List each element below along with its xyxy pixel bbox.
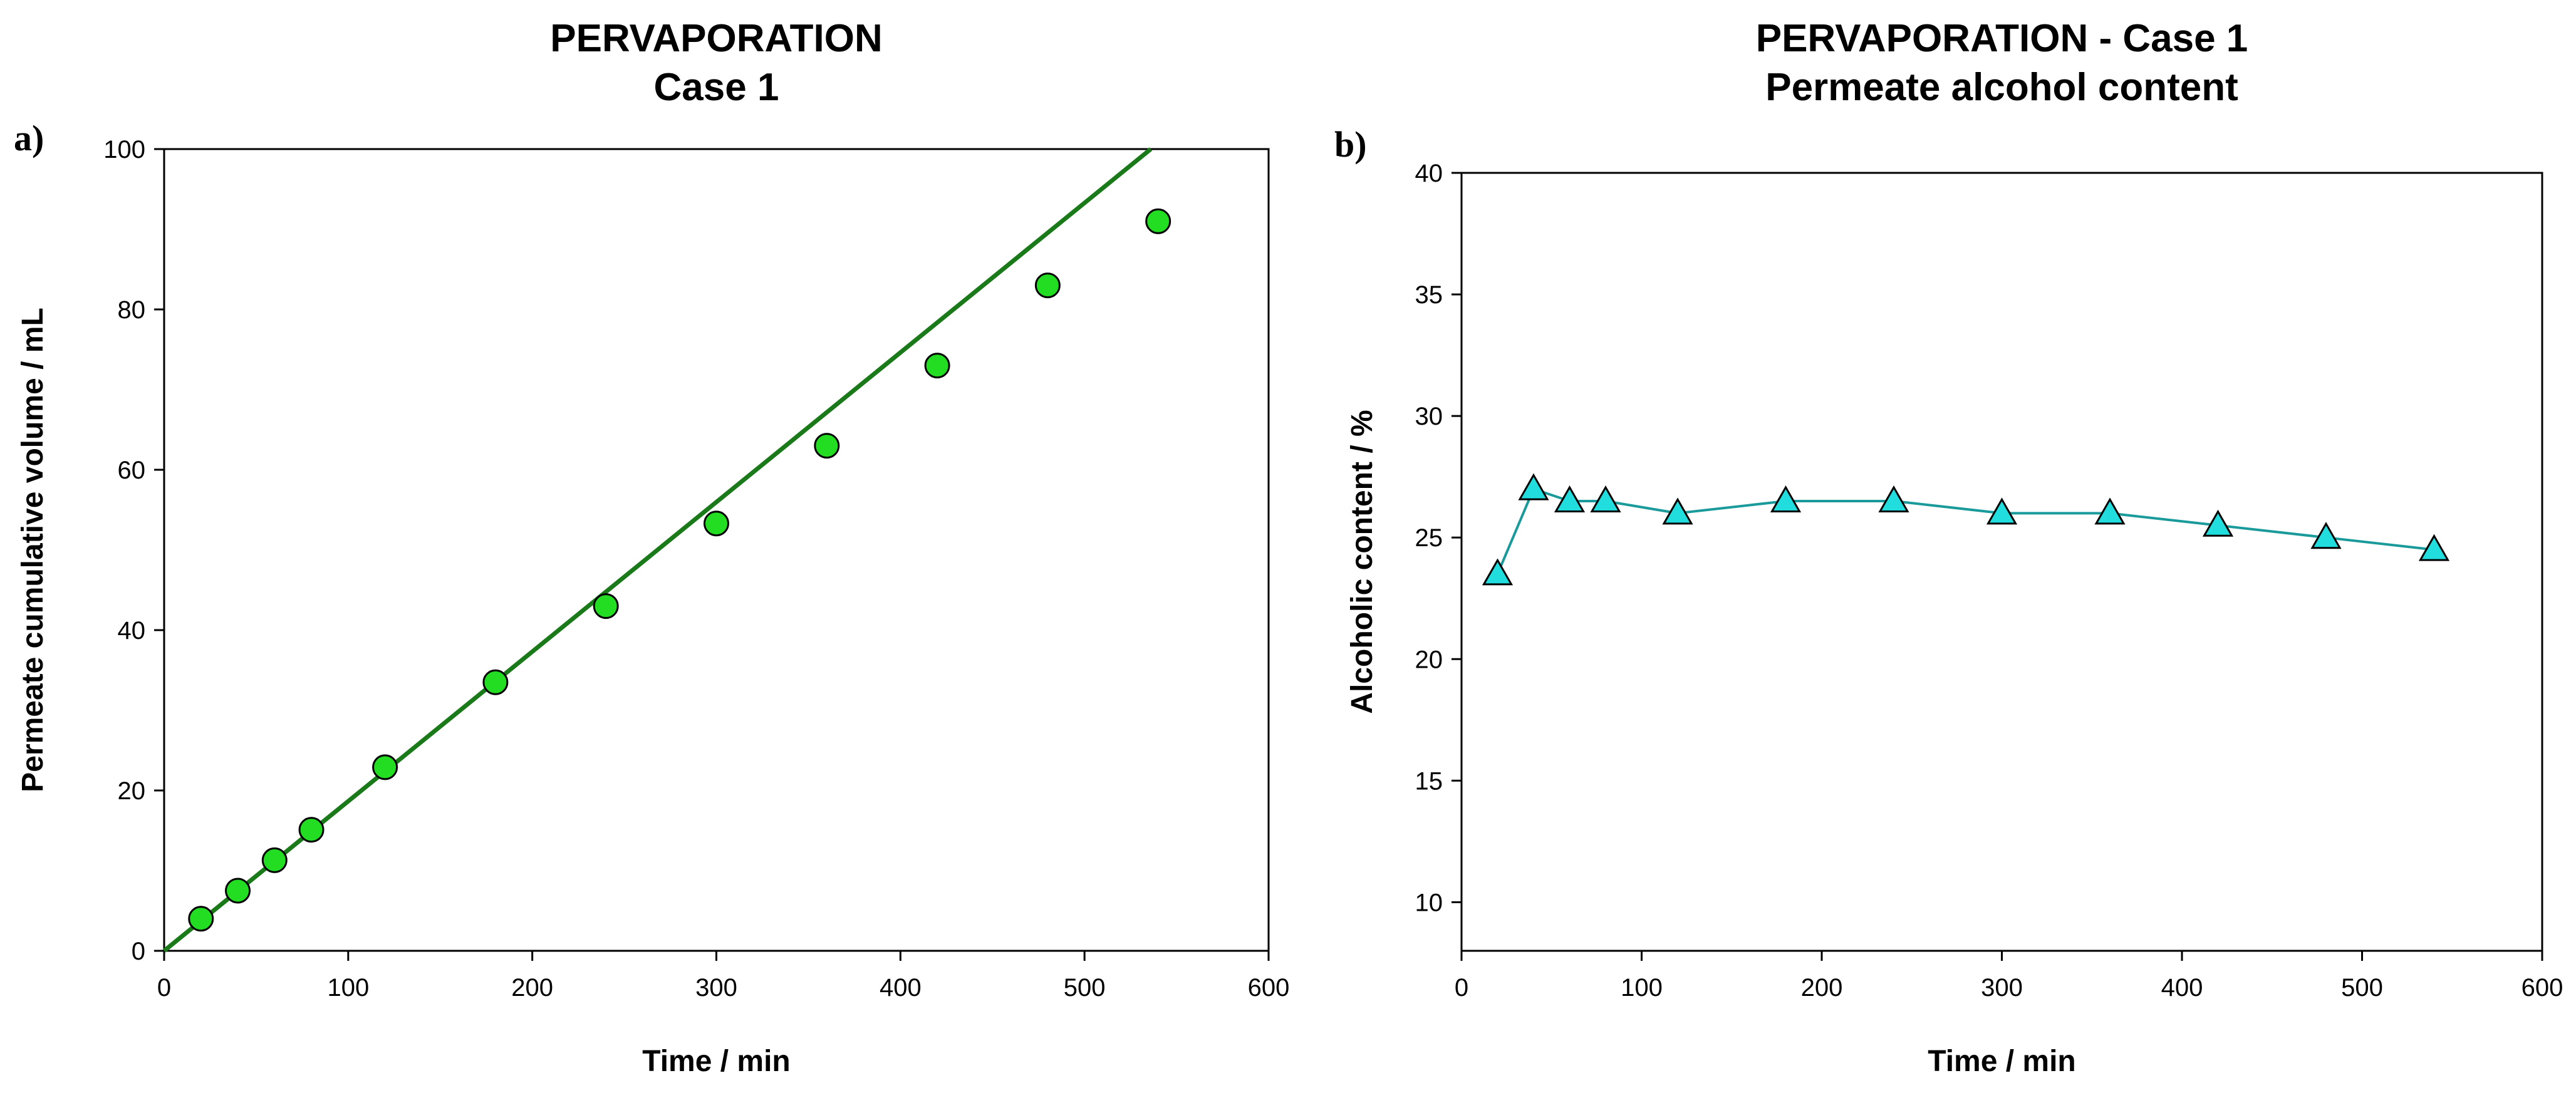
data-point <box>1034 272 1061 299</box>
y-tick-label: 80 <box>118 296 146 324</box>
plot-frame <box>1460 172 2543 952</box>
x-tick-label: 0 <box>1455 974 1468 1002</box>
data-point <box>1482 558 1514 586</box>
y-axis-label: Alcoholic content / % <box>1346 410 1379 713</box>
panel-label: b) <box>1334 124 1367 165</box>
chart-title-line: PERVAPORATION <box>550 17 883 60</box>
x-axis-label: Time / min <box>1928 1045 2076 1078</box>
data-point <box>1662 497 1693 525</box>
data-point <box>1145 208 1171 234</box>
data-point <box>593 593 619 619</box>
data-point <box>298 817 325 843</box>
y-tick-label: 40 <box>1415 160 1443 187</box>
data-point <box>2094 497 2126 525</box>
data-point <box>1878 485 1909 512</box>
data-point <box>261 847 288 873</box>
series-line <box>1496 487 2434 575</box>
data-point <box>704 510 729 537</box>
x-tick-label: 600 <box>1248 974 1290 1002</box>
panel-label: a) <box>14 118 44 158</box>
data-point <box>924 353 950 379</box>
chart-title-line: Case 1 <box>654 66 779 109</box>
linear-fit-line <box>162 147 1153 953</box>
y-tick-label: 20 <box>118 777 146 805</box>
x-tick-label: 500 <box>1064 974 1106 1002</box>
x-tick-label: 400 <box>880 974 922 1002</box>
data-point <box>1518 473 1549 500</box>
data-point <box>2202 509 2234 537</box>
x-tick-label: 100 <box>1621 974 1663 1002</box>
data-point <box>1590 485 1621 512</box>
data-point <box>1554 485 1586 512</box>
data-point <box>225 878 251 904</box>
plot-frame <box>163 148 1270 952</box>
y-tick-label: 20 <box>1415 646 1443 673</box>
x-tick-label: 200 <box>511 974 553 1002</box>
y-tick-label: 10 <box>1415 889 1443 916</box>
x-tick-label: 0 <box>157 974 171 1002</box>
x-tick-label: 600 <box>2521 974 2563 1002</box>
x-tick-label: 300 <box>695 974 737 1002</box>
data-point <box>188 906 214 932</box>
chart-title-line: PERVAPORATION - Case 1 <box>1756 17 2248 60</box>
x-tick-label: 200 <box>1801 974 1843 1002</box>
y-tick-label: 40 <box>118 617 146 645</box>
x-axis-label: Time / min <box>642 1045 791 1078</box>
y-tick-label: 100 <box>103 136 145 163</box>
x-tick-label: 300 <box>1981 974 2023 1002</box>
y-tick-label: 60 <box>118 457 146 484</box>
x-tick-label: 100 <box>327 974 369 1002</box>
y-tick-label: 0 <box>132 938 145 965</box>
data-point <box>372 754 398 780</box>
data-point <box>814 433 840 459</box>
data-point <box>1986 497 2018 525</box>
x-tick-label: 500 <box>2341 974 2383 1002</box>
data-point <box>1770 485 1802 512</box>
y-axis-label: Permeate cumulative volume / mL <box>16 308 49 792</box>
y-tick-label: 25 <box>1415 524 1443 552</box>
y-tick-label: 15 <box>1415 767 1443 795</box>
y-tick-label: 35 <box>1415 281 1443 309</box>
chart-title-line: Permeate alcohol content <box>1765 66 2238 109</box>
data-point <box>482 669 509 695</box>
y-tick-label: 30 <box>1415 403 1443 430</box>
data-point <box>2310 522 2342 549</box>
data-point <box>2418 534 2450 561</box>
x-tick-label: 400 <box>2161 974 2203 1002</box>
